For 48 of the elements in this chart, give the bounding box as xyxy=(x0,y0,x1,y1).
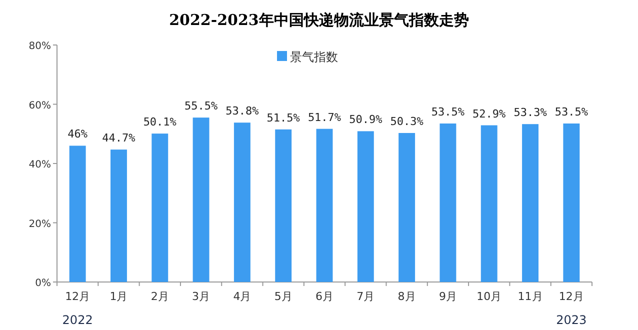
data-label: 50.1% xyxy=(143,116,177,129)
x-tick-label: 9月 xyxy=(438,290,457,303)
data-label: 53.5% xyxy=(431,106,465,119)
data-label: 44.7% xyxy=(102,132,136,145)
text: 2023 xyxy=(556,313,587,327)
bar xyxy=(480,125,498,282)
x-tick-label: 4月 xyxy=(233,290,252,303)
bar xyxy=(316,128,333,282)
x-tick-label: 12月 xyxy=(65,290,90,303)
x-tick-label: 10月 xyxy=(476,290,502,303)
data-label: 55.5% xyxy=(184,100,218,113)
data-label: 50.9% xyxy=(349,113,383,126)
legend-label: 景气指数 xyxy=(290,50,338,64)
x-tick-label: 12月 xyxy=(558,290,584,303)
bar xyxy=(357,131,374,282)
bar xyxy=(522,124,538,282)
x-tick-label: 11月 xyxy=(518,290,543,303)
data-label: 53.5% xyxy=(554,106,588,119)
data-label: 50.3% xyxy=(390,114,424,128)
bar xyxy=(110,150,127,282)
x-tick-label: 5月 xyxy=(274,290,292,303)
bar xyxy=(152,134,168,282)
y-tick-label: 60% xyxy=(28,100,51,112)
data-label: 46% xyxy=(68,128,88,141)
bar xyxy=(440,124,456,282)
y-tick-label: 80% xyxy=(28,41,51,52)
x-tick-label: 6月 xyxy=(316,290,334,303)
bar xyxy=(234,122,250,282)
data-label: 53.3% xyxy=(514,106,548,120)
text: 2022 xyxy=(62,313,93,327)
x-tick-label: 3月 xyxy=(192,290,210,303)
data-label: 52.9% xyxy=(472,107,506,120)
bar xyxy=(275,129,292,282)
data-label: 53.8% xyxy=(226,104,260,118)
x-tick-label: 2月 xyxy=(150,290,169,303)
chart-title: 2022-2023年中国快递物流业景气指数走势 xyxy=(169,11,469,29)
x-tick-label: 1月 xyxy=(110,290,128,303)
bar xyxy=(398,132,416,282)
y-tick-label: 40% xyxy=(28,160,51,170)
y-tick-label: 20% xyxy=(28,218,51,230)
x-tick-label: 8月 xyxy=(398,290,416,303)
bar xyxy=(563,124,580,282)
data-label: 51.5% xyxy=(266,111,300,124)
x-tick-label: 7月 xyxy=(356,290,375,303)
bar xyxy=(192,118,210,282)
data-label: 51.7% xyxy=(308,110,342,124)
bar xyxy=(69,146,86,282)
y-tick-label: 0% xyxy=(35,278,51,289)
